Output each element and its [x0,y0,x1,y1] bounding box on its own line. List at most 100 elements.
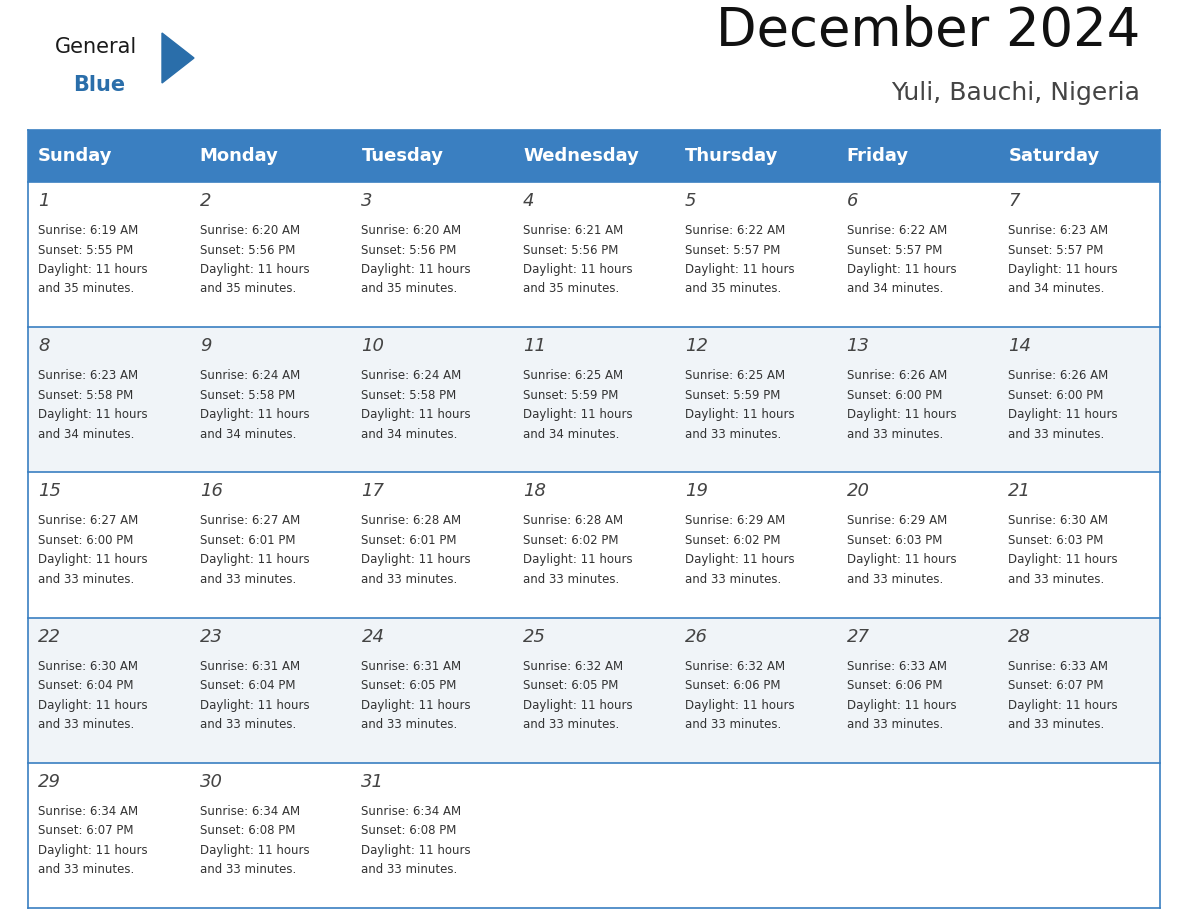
Text: Sunset: 6:07 PM: Sunset: 6:07 PM [38,824,133,837]
Text: 4: 4 [523,192,535,210]
Text: Sunrise: 6:23 AM: Sunrise: 6:23 AM [1009,224,1108,237]
Bar [836,130,998,182]
Text: Daylight: 11 hours: Daylight: 11 hours [684,554,795,566]
Text: and 35 minutes.: and 35 minutes. [684,283,781,296]
Text: and 34 minutes.: and 34 minutes. [847,283,943,296]
Text: Saturday: Saturday [1009,147,1100,165]
Text: Daylight: 11 hours: Daylight: 11 hours [1009,409,1118,421]
Text: and 33 minutes.: and 33 minutes. [38,863,134,877]
Text: Sunset: 5:58 PM: Sunset: 5:58 PM [361,388,456,402]
Bar [29,130,190,182]
Text: Thursday: Thursday [684,147,778,165]
Text: Sunrise: 6:20 AM: Sunrise: 6:20 AM [200,224,299,237]
Bar [836,182,998,327]
Text: Sunset: 6:02 PM: Sunset: 6:02 PM [684,534,781,547]
Bar [675,618,836,763]
Text: Sunrise: 6:29 AM: Sunrise: 6:29 AM [847,514,947,528]
Text: Sunset: 6:03 PM: Sunset: 6:03 PM [1009,534,1104,547]
Bar [675,130,836,182]
Text: Sunset: 5:59 PM: Sunset: 5:59 PM [684,388,781,402]
Bar [352,327,513,473]
Text: Daylight: 11 hours: Daylight: 11 hours [847,699,956,711]
Text: Sunrise: 6:33 AM: Sunrise: 6:33 AM [847,660,947,673]
Text: Daylight: 11 hours: Daylight: 11 hours [684,263,795,276]
Text: and 33 minutes.: and 33 minutes. [38,573,134,586]
Text: Sunrise: 6:32 AM: Sunrise: 6:32 AM [523,660,624,673]
Text: Sunset: 6:04 PM: Sunset: 6:04 PM [200,679,295,692]
Text: 18: 18 [523,482,546,500]
Text: Daylight: 11 hours: Daylight: 11 hours [200,699,309,711]
Text: 27: 27 [847,628,870,645]
Bar [352,473,513,618]
Bar [29,182,190,327]
Text: 21: 21 [1009,482,1031,500]
Bar [513,763,675,908]
Text: Sunrise: 6:30 AM: Sunrise: 6:30 AM [1009,514,1108,528]
Text: 6: 6 [847,192,858,210]
Text: Tuesday: Tuesday [361,147,443,165]
Bar [513,130,675,182]
Text: 30: 30 [200,773,222,790]
Text: 5: 5 [684,192,696,210]
Text: 15: 15 [38,482,61,500]
Bar [190,473,352,618]
Text: Sunrise: 6:31 AM: Sunrise: 6:31 AM [361,660,462,673]
Text: Sunrise: 6:22 AM: Sunrise: 6:22 AM [684,224,785,237]
Text: Sunset: 6:01 PM: Sunset: 6:01 PM [361,534,457,547]
Text: Sunrise: 6:28 AM: Sunrise: 6:28 AM [523,514,624,528]
Text: Daylight: 11 hours: Daylight: 11 hours [361,699,472,711]
Text: Sunrise: 6:33 AM: Sunrise: 6:33 AM [1009,660,1108,673]
Text: Sunset: 6:02 PM: Sunset: 6:02 PM [523,534,619,547]
Text: 19: 19 [684,482,708,500]
Text: Daylight: 11 hours: Daylight: 11 hours [847,263,956,276]
Text: and 33 minutes.: and 33 minutes. [684,573,781,586]
Text: Sunset: 6:00 PM: Sunset: 6:00 PM [1009,388,1104,402]
Text: Sunrise: 6:23 AM: Sunrise: 6:23 AM [38,369,138,382]
Text: Sunrise: 6:34 AM: Sunrise: 6:34 AM [361,805,462,818]
Text: 1: 1 [38,192,50,210]
Text: Daylight: 11 hours: Daylight: 11 hours [361,554,472,566]
Text: 11: 11 [523,337,546,355]
Text: Sunset: 6:06 PM: Sunset: 6:06 PM [684,679,781,692]
Text: Sunset: 6:05 PM: Sunset: 6:05 PM [361,679,457,692]
Text: 13: 13 [847,337,870,355]
Text: December 2024: December 2024 [715,5,1140,57]
Text: Sunrise: 6:24 AM: Sunrise: 6:24 AM [361,369,462,382]
Text: and 33 minutes.: and 33 minutes. [847,428,943,441]
Polygon shape [162,33,194,83]
Bar [190,182,352,327]
Bar [836,763,998,908]
Text: Sunset: 5:57 PM: Sunset: 5:57 PM [1009,243,1104,256]
Text: Sunset: 6:00 PM: Sunset: 6:00 PM [38,534,133,547]
Text: and 35 minutes.: and 35 minutes. [38,283,134,296]
Text: Sunset: 6:00 PM: Sunset: 6:00 PM [847,388,942,402]
Text: 2: 2 [200,192,211,210]
Text: 17: 17 [361,482,385,500]
Text: and 33 minutes.: and 33 minutes. [361,718,457,731]
Bar [836,327,998,473]
Text: and 33 minutes.: and 33 minutes. [200,573,296,586]
Text: Sunrise: 6:29 AM: Sunrise: 6:29 AM [684,514,785,528]
Text: Sunset: 5:58 PM: Sunset: 5:58 PM [38,388,133,402]
Text: 14: 14 [1009,337,1031,355]
Text: Sunset: 6:04 PM: Sunset: 6:04 PM [38,679,133,692]
Bar [836,618,998,763]
Bar [190,618,352,763]
Text: and 35 minutes.: and 35 minutes. [200,283,296,296]
Text: and 33 minutes.: and 33 minutes. [523,573,619,586]
Text: Sunrise: 6:19 AM: Sunrise: 6:19 AM [38,224,138,237]
Text: 23: 23 [200,628,222,645]
Text: Daylight: 11 hours: Daylight: 11 hours [200,263,309,276]
Text: Friday: Friday [847,147,909,165]
Bar [836,473,998,618]
Text: Daylight: 11 hours: Daylight: 11 hours [200,844,309,856]
Bar [675,182,836,327]
Text: Sunset: 6:06 PM: Sunset: 6:06 PM [847,679,942,692]
Text: 26: 26 [684,628,708,645]
Bar [998,473,1159,618]
Bar [513,618,675,763]
Text: Sunset: 5:55 PM: Sunset: 5:55 PM [38,243,133,256]
Text: and 33 minutes.: and 33 minutes. [847,573,943,586]
Text: Wednesday: Wednesday [523,147,639,165]
Bar [513,182,675,327]
